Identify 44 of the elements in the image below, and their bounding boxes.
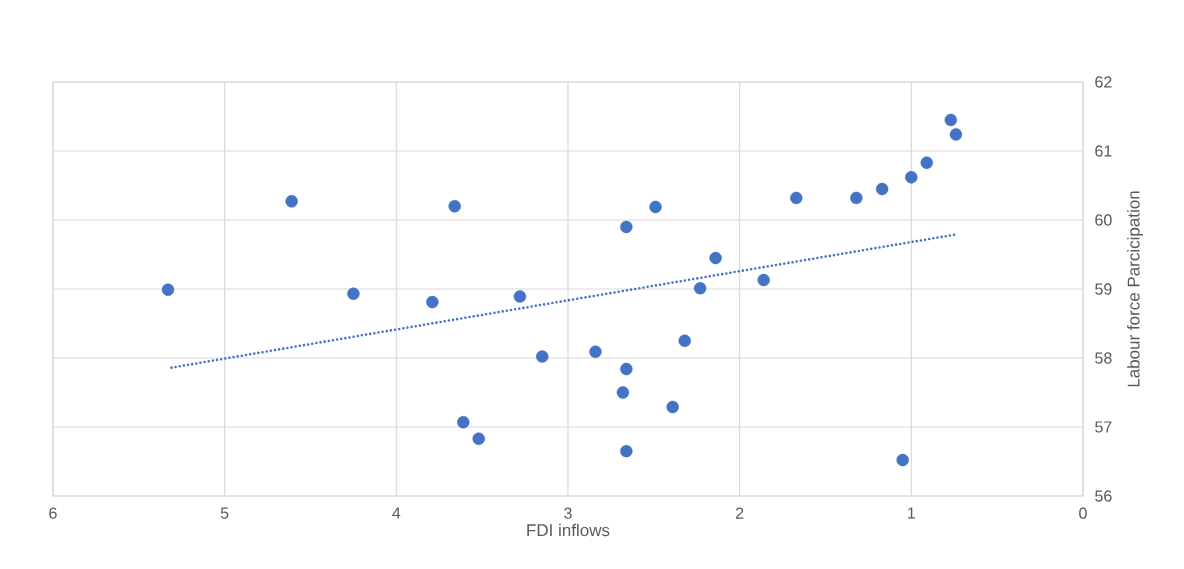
- point: [620, 444, 633, 458]
- point: [649, 200, 662, 214]
- point: [790, 191, 803, 205]
- point: [616, 386, 630, 399]
- point: [285, 195, 298, 208]
- point: [347, 287, 360, 301]
- point: [448, 199, 461, 213]
- x-tick-label: 2: [735, 507, 744, 519]
- point: [620, 220, 633, 234]
- point: [875, 182, 889, 196]
- point: [896, 453, 909, 467]
- point: [757, 273, 770, 287]
- point: [949, 128, 963, 141]
- point: [513, 290, 527, 303]
- point: [678, 334, 691, 347]
- y-tick-label: 62: [1095, 76, 1112, 88]
- y-tick-label: 60: [1095, 214, 1112, 226]
- y-tick-label: 61: [1095, 145, 1112, 157]
- x-tick-label: 4: [392, 507, 401, 519]
- point: [620, 362, 633, 376]
- y-tick-label: 58: [1095, 352, 1112, 364]
- point: [709, 251, 722, 265]
- point: [693, 282, 707, 295]
- point: [536, 350, 549, 363]
- point: [589, 345, 602, 358]
- y-tick-label: 57: [1095, 421, 1112, 433]
- x-tick-label: 0: [1079, 507, 1087, 519]
- point: [850, 191, 863, 205]
- y-tick-label: 59: [1095, 283, 1112, 295]
- point: [472, 432, 485, 445]
- y-axis-title: Labour force Parcicipation: [1127, 191, 1143, 387]
- point: [944, 113, 957, 127]
- point: [426, 295, 439, 309]
- x-tick-label: 1: [908, 507, 915, 519]
- x-tick-label: 3: [564, 507, 572, 519]
- point: [920, 156, 933, 169]
- point: [457, 415, 470, 429]
- point: [161, 283, 175, 296]
- x-tick-label: 6: [49, 507, 57, 519]
- x-axis-title: FDI inflows: [527, 523, 610, 537]
- point: [905, 171, 918, 184]
- x-tick-label: 5: [220, 507, 229, 519]
- point: [666, 400, 679, 414]
- y-tick-label: 56: [1095, 490, 1112, 502]
